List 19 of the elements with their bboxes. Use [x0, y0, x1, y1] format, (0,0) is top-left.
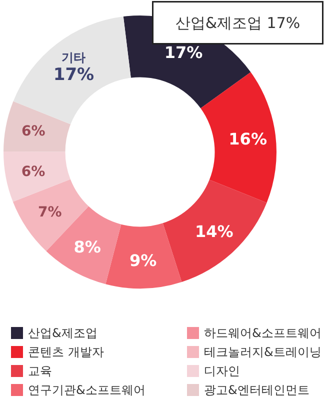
legend-label: 광고&엔터테인먼트 [204, 383, 310, 397]
legend-label: 산업&제조업 [28, 326, 98, 340]
data-label: 8% [74, 238, 101, 257]
legend-label: 콘텐츠 개발자 [28, 345, 104, 359]
data-label: 14% [194, 222, 234, 241]
data-label: 9% [129, 251, 157, 270]
data-label: 17% [164, 42, 203, 62]
slice-label: 기타 [62, 50, 86, 64]
data-label: 16% [228, 129, 267, 148]
data-label: 7% [38, 204, 62, 221]
legend-label: 디자인 [204, 364, 240, 378]
legend-label: 연구기관&소프트웨어 [28, 383, 146, 397]
legend-label: 하드웨어&소프트웨어 [204, 326, 322, 340]
data-label: 17% [53, 64, 94, 85]
data-label: 6% [21, 123, 46, 140]
data-label: 6% [21, 164, 46, 180]
text: 산업&제조업 17% [175, 14, 300, 32]
legend-label: 테크놀러지&트레이닝 [204, 345, 322, 359]
legend-label: 교육 [28, 364, 52, 378]
